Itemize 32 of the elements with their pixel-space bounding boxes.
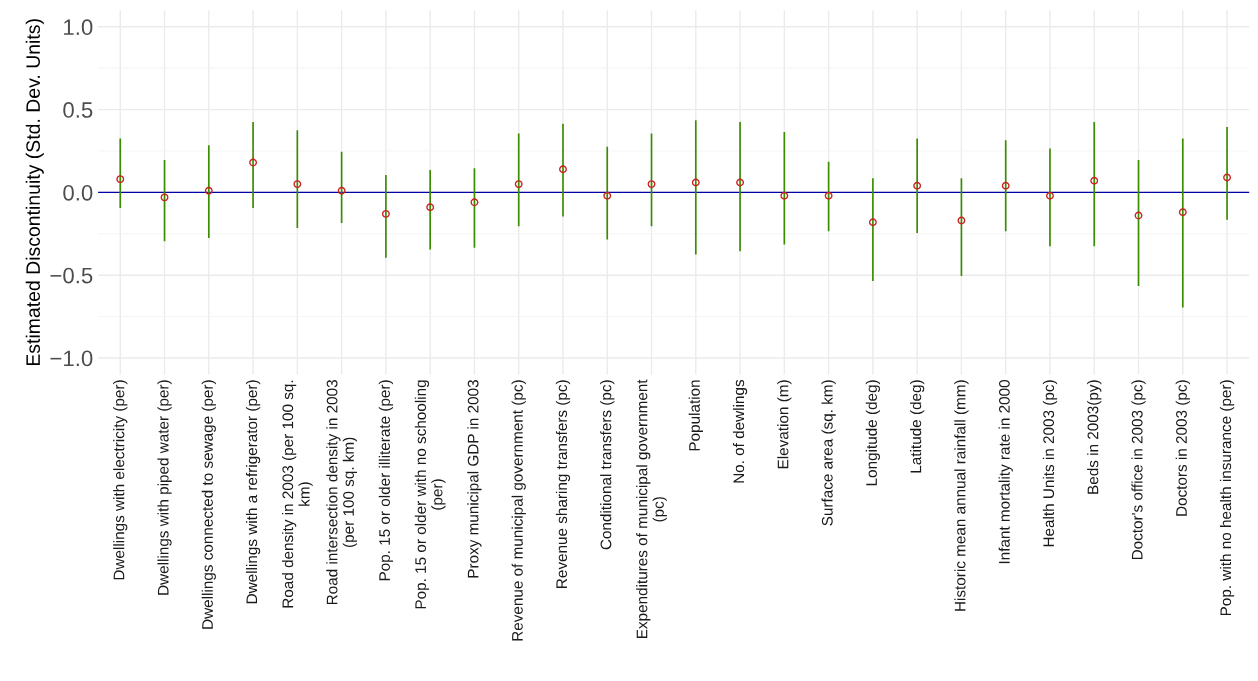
x-tick-label: Proxy municipal GDP in 2003 — [467, 380, 482, 578]
x-tick-label: Health Units in 2003 (pc) — [1042, 380, 1058, 547]
y-axis-title: Estimated Discontinuity (Std. Dev. Units) — [25, 19, 44, 366]
x-tick-label: Beds in 2003(py) — [1087, 380, 1102, 494]
x-tick-label: Revenue sharing transfers (pc) — [555, 380, 571, 588]
x-tick-label: Historic mean annual rainfall (mm) — [954, 380, 969, 611]
x-tick-label: Surface area (sq. km) — [821, 380, 836, 526]
y-tick-label: −0.5 — [50, 267, 93, 284]
x-tick-label: Population — [688, 380, 703, 451]
x-tick-label: Road intersection density in 2003 (per 100 sq. km) — [326, 380, 357, 605]
y-tick-label: 1.0 — [64, 19, 93, 36]
x-tick-label: Expenditures of municipal government (pc) — [636, 379, 667, 638]
x-tick-label: Conditional transfers (pc) — [600, 380, 615, 550]
x-tick-label: Elevation (m) — [777, 380, 792, 469]
x-tick-label: Dwellings connected to sewage (per) — [201, 380, 216, 629]
x-tick-label: Pop. with no health insurance (per) — [1219, 380, 1235, 616]
x-tick-label: Dwellings with piped water (per) — [157, 380, 172, 595]
y-tick-label: −1.0 — [50, 350, 93, 367]
x-tick-label: Pop. 15 or older with no schooling (per) — [414, 380, 446, 609]
x-tick-label: No. of dewlings — [732, 379, 748, 483]
x-tick-label: Dwellings with a refrigerator (per) — [245, 380, 261, 604]
x-tick-label: Doctors in 2003 (pc) — [1175, 380, 1190, 516]
x-tick-label: Revenue of municipal government (pc) — [511, 380, 526, 641]
x-tick-label: Doctor's office in 2003 (pc) — [1131, 380, 1146, 560]
x-tick-label: Infant mortality rate in 2000 — [998, 379, 1013, 564]
x-tick-label: Dwellings with electricity (per) — [113, 380, 128, 580]
x-tick-label: Latitude (deg) — [910, 380, 925, 473]
x-tick-label: Pop. 15 or older illiterate (per) — [378, 380, 394, 581]
x-tick-label: Longitude (deg) — [865, 380, 880, 486]
y-tick-label: 0.0 — [63, 184, 93, 201]
y-tick-label: 0.5 — [63, 102, 93, 118]
x-tick-label: Road density in 2003 (per 100 sq. km) — [282, 380, 313, 608]
